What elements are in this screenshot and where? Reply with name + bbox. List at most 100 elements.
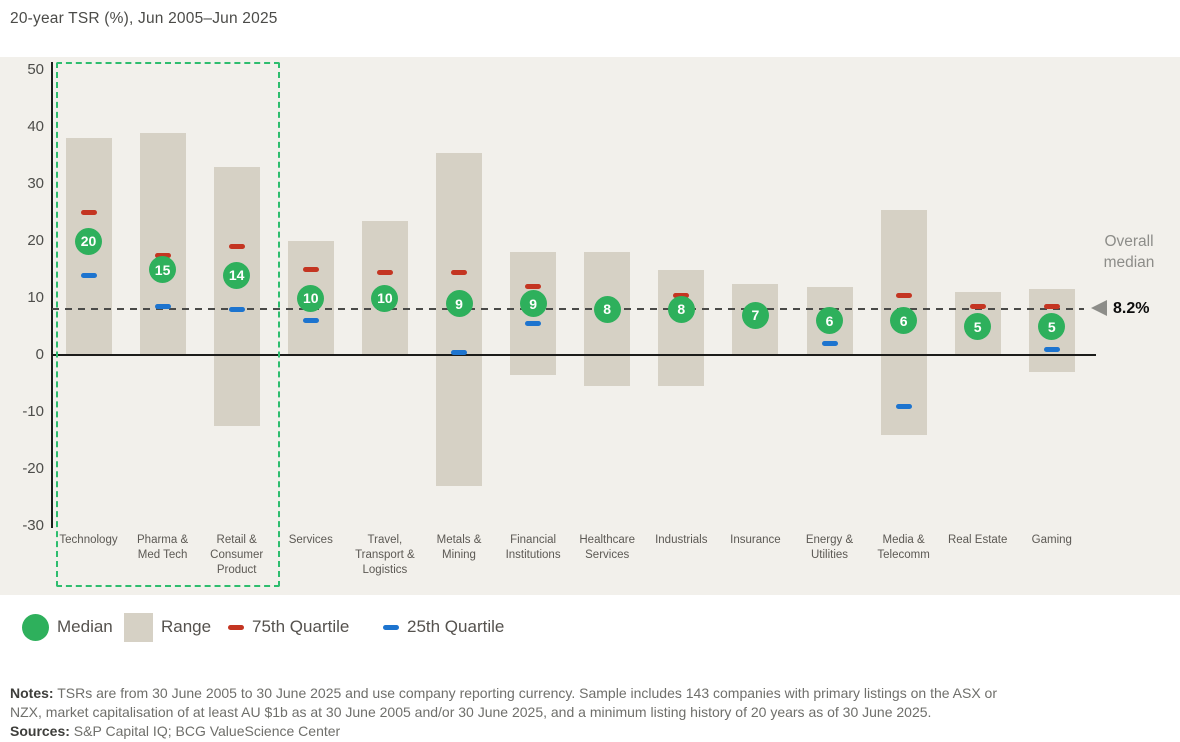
category-label-line: Pharma & [137,534,189,546]
y-axis-tick-label: 30 [27,175,44,192]
median-circle: 7 [741,301,769,329]
category-label-line: Industrials [655,534,708,546]
q75-mark [154,252,171,258]
category-label-line: Consumer [210,549,264,561]
y-axis-tick-label: 10 [27,289,44,306]
median-circle: 14 [223,261,251,289]
q25-mark [821,341,838,347]
category-label: Travel, Transport & Logistics [344,533,426,578]
q25-mark [228,306,245,312]
median-circle: 10 [371,284,399,312]
median-circle: 6 [816,307,843,335]
q75-mark [525,284,542,290]
legend-median-swatch-icon [22,614,49,641]
median-circle: 20 [75,227,102,255]
median-circle: 6 [890,307,918,335]
q25-mark [154,304,171,310]
page-title: 20-year TSR (%), Jun 2005–Jun 2025 [10,10,278,27]
category-label-line: Travel, [367,534,403,546]
legend: Median Range 75th Quartile 25th Quartile [0,612,700,646]
category-label: Pharma & Med Tech [122,533,204,563]
y-axis-tick-label: 20 [27,232,44,249]
category-label-line: Insurance [730,534,781,546]
category-label-line: Utilities [810,549,849,561]
y-axis-tick-label: 0 [35,346,44,363]
median-circle: 5 [1038,313,1066,340]
sources-label: Sources: [10,723,70,739]
notes-line-1: Notes: TSRs are from 30 June 2005 to 30 … [10,684,997,703]
category-label-line: Financial [510,534,557,546]
range-bar [139,132,186,355]
category-label-line: Services [288,534,333,546]
overall-median-value: 8.2% [1113,300,1150,317]
q25-mark [895,403,912,409]
q75-mark [673,292,690,298]
y-axis-tick-label: 40 [27,118,44,135]
q75-mark [228,244,245,250]
legend-median-label: Median [57,617,113,636]
category-label: Metals & Mining [418,533,500,563]
category-label-line: Metals & [436,534,482,546]
range-bar [213,166,260,427]
y-axis-tick-label: -30 [22,517,44,534]
y-axis-tick-label: 50 [27,61,44,78]
category-label: Healthcare Services [566,533,648,563]
q75-mark [895,292,912,298]
median-circle: 9 [519,290,547,318]
category-label: Services [270,533,352,548]
footnotes: Notes: TSRs are from 30 June 2005 to 30 … [10,684,997,741]
category-label-line: Mining [442,549,476,561]
q75-mark [80,210,97,215]
category-label-line: Gaming [1031,534,1072,546]
notes-line-2: NZX, market capitalisation of at least A… [10,704,932,720]
category-label: Energy & Utilities [789,533,871,563]
q25-mark [451,349,467,355]
category-label-line: Technology [59,534,118,546]
notes-label: Notes: [10,685,54,701]
sources-text: S&P Capital IQ; BCG ValueScience Center [69,723,341,739]
median-circle: 15 [149,256,177,283]
category-label-line: Product [216,564,257,576]
highlight-dashed-box [56,62,280,587]
legend-q25-swatch-icon [383,625,399,630]
category-label-line: Institutions [505,549,561,561]
q75-mark [969,304,986,310]
median-circle: 5 [964,313,992,340]
category-label-line: Retail & [216,534,257,546]
q75-mark [302,267,319,272]
category-label-line: Real Estate [947,534,1008,546]
overall-median-label: Overall median [1087,231,1171,273]
category-label-line: Media & [882,534,925,546]
sources-line: Sources: S&P Capital IQ; BCG ValueScienc… [10,722,997,741]
category-label: Real Estate [937,533,1019,548]
legend-q75-swatch-icon [228,625,244,630]
median-circle: 8 [667,295,695,323]
category-label-line: Med Tech [137,549,188,561]
category-label: Gaming [1011,533,1093,548]
category-label: Media & Telecomm [863,533,945,563]
legend-range-label: Range [161,617,212,636]
plot-area: Overall median 8.2% 50 40 30 20 10 0 -10 -20 -30… [0,57,1180,595]
category-label: Industrials [640,533,722,548]
overall-median-label-line1: Overall [1104,233,1154,250]
q25-mark [1043,346,1060,352]
category-label-line: Healthcare [579,534,635,546]
overall-median-line [52,308,1084,310]
category-label: Technology [48,533,130,548]
category-label-line: Telecomm [877,549,930,561]
q25-mark [302,318,319,324]
y-axis-tick-label: -10 [22,403,44,420]
category-label: Retail & Consumer Product [196,533,278,578]
legend-q25-label: 25th Quartile [407,617,505,636]
median-circle: 9 [445,290,473,318]
category-label-line: Services [585,549,630,561]
y-axis-tick-label: -20 [22,460,44,477]
category-label-line: Energy & [805,534,854,546]
q75-mark [451,269,467,275]
legend-range-swatch-icon [124,613,153,642]
category-label: Financial Institutions [492,533,574,563]
zero-baseline [51,354,1096,356]
category-label-line: Logistics [362,564,408,576]
y-axis-line [51,62,53,528]
notes-text-1: TSRs are from 30 June 2005 to 30 June 20… [53,685,998,701]
